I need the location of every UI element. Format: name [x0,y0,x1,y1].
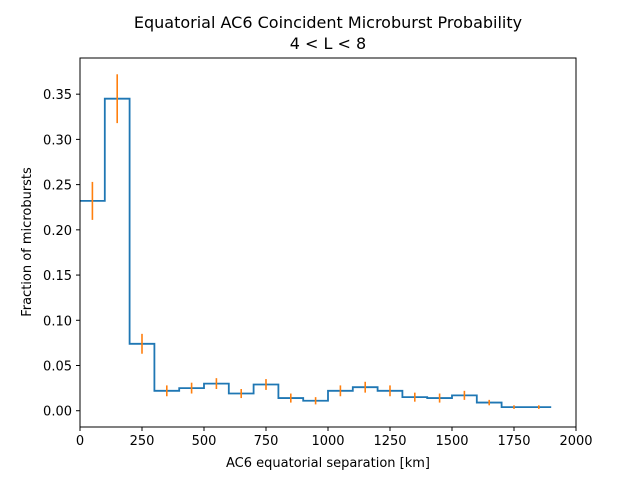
y-tick-label: 0.25 [43,179,72,194]
x-tick-label: 750 [254,434,279,449]
x-tick-label: 2000 [559,434,592,449]
y-tick-label: 0.10 [43,314,72,329]
series-layer [80,74,552,409]
y-axis-label: Fraction of microbursts [20,167,35,317]
chart-subtitle: 4 < L < 8 [290,34,366,53]
x-tick-label: 1500 [435,434,468,449]
chart-title: Equatorial AC6 Coincident Microburst Pro… [134,13,522,32]
x-tick-label: 1250 [373,434,406,449]
y-tick-label: 0.35 [43,88,72,103]
histogram-step-line [80,97,552,409]
ticks-layer: 0 250 500 750 1000 1250 1500 1750 2000 0.00 0.05 0.… [43,88,593,449]
x-tick-label: 250 [130,434,155,449]
y-tick-label: 0.00 [43,405,72,420]
x-tick-label: 500 [192,434,217,449]
y-tick-label: 0.05 [43,360,72,375]
plot-frame [79,57,577,428]
y-tick-label: 0.20 [43,224,72,239]
x-tick-label: 1000 [311,434,344,449]
x-tick-label: 1750 [497,434,530,449]
x-tick-label: 0 [76,434,84,449]
x-axis-label: AC6 equatorial separation [km] [226,456,430,471]
y-tick-label: 0.30 [43,133,72,148]
y-tick-label: 0.15 [43,269,72,284]
